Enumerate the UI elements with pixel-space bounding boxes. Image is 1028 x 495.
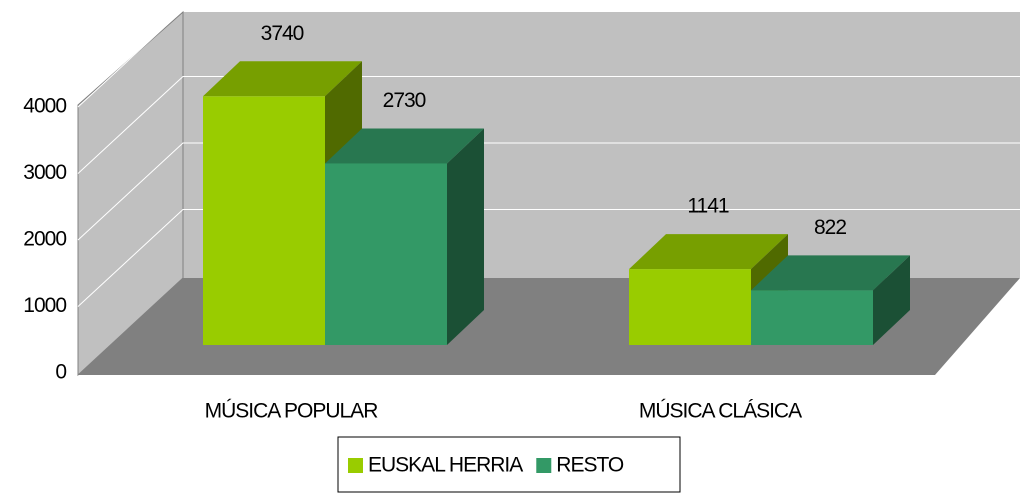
data-label: 1141	[687, 195, 728, 218]
bar	[751, 255, 910, 345]
legend	[337, 436, 681, 493]
legend-label: EUSKAL HERRIA	[368, 454, 523, 477]
legend-label: RESTO	[556, 454, 624, 477]
data-label: 2730	[383, 89, 426, 112]
bar-front	[751, 290, 873, 345]
bar-side	[447, 128, 484, 345]
x-tick-label: MÚSICA CLÁSICA	[639, 400, 802, 423]
data-label: 3740	[261, 22, 304, 45]
bar-top	[203, 61, 362, 97]
bar-top	[751, 255, 910, 291]
bar-side	[873, 255, 910, 345]
bar-front	[325, 163, 447, 345]
y-tick-label: 0	[55, 361, 66, 384]
bar-front	[629, 269, 751, 345]
data-label: 822	[814, 216, 846, 239]
bar-top	[629, 234, 788, 270]
legend-swatch	[348, 458, 363, 473]
bar-top	[325, 128, 484, 164]
legend-swatch	[536, 458, 552, 473]
grid-line	[77, 209, 1020, 307]
bar-front	[203, 96, 325, 345]
y-tick-label: 4000	[23, 95, 66, 118]
grid-line	[77, 76, 1020, 174]
grid-line	[77, 142, 1020, 241]
x-tick-label: MÚSICA POPULAR	[205, 400, 379, 423]
grid-line	[77, 9, 1020, 108]
y-tick-label: 1000	[23, 294, 66, 317]
bar	[325, 128, 484, 345]
y-tick-label: 2000	[23, 228, 66, 251]
y-tick-label: 3000	[23, 161, 66, 184]
